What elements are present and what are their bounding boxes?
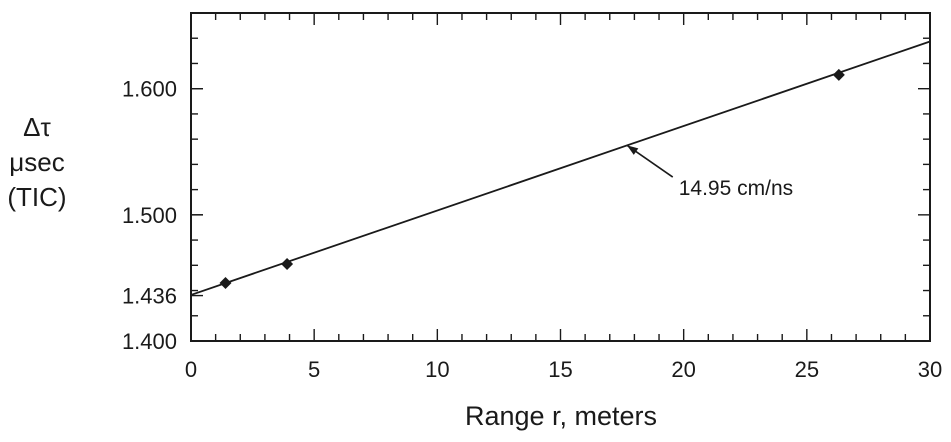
x-tick-labels: 0 5 10 15 20 25 30 [185,357,942,382]
x-axis-title: Range r, meters [465,401,657,431]
y-tick-label: 1.600 [122,77,177,102]
plot-frame [190,12,931,342]
data-point-marker [219,276,232,289]
data-point-marker [832,68,845,81]
x-tick-label: 5 [308,357,320,382]
y-axis-title-line-3: (TIC) [7,182,67,212]
data-markers [219,68,845,289]
y-axis-title: Δτ μsec (TIC) [4,110,70,215]
slope-annotation: 14.95 cm/ns [679,177,793,200]
x-tick-label: 0 [185,357,197,382]
y-tick-label: 1.436 [122,284,177,309]
x-tick-label: 25 [795,357,819,382]
fit-line [190,40,931,296]
y-tick-label: 1.400 [122,329,177,354]
x-tick-label: 10 [425,357,449,382]
x-tick-label: 20 [671,357,695,382]
x-tick-label: 15 [548,357,572,382]
annotation-arrowhead [627,145,639,155]
data-point-marker [281,258,294,271]
x-tick-label: 30 [918,357,942,382]
y-tick-labels: 1.400 1.436 1.500 1.600 [122,77,177,354]
y-axis-title-line-1: Δτ [23,112,51,142]
y-axis-title-line-2: μsec [9,147,65,177]
axis-ticks [190,12,931,342]
y-tick-label: 1.500 [122,203,177,228]
